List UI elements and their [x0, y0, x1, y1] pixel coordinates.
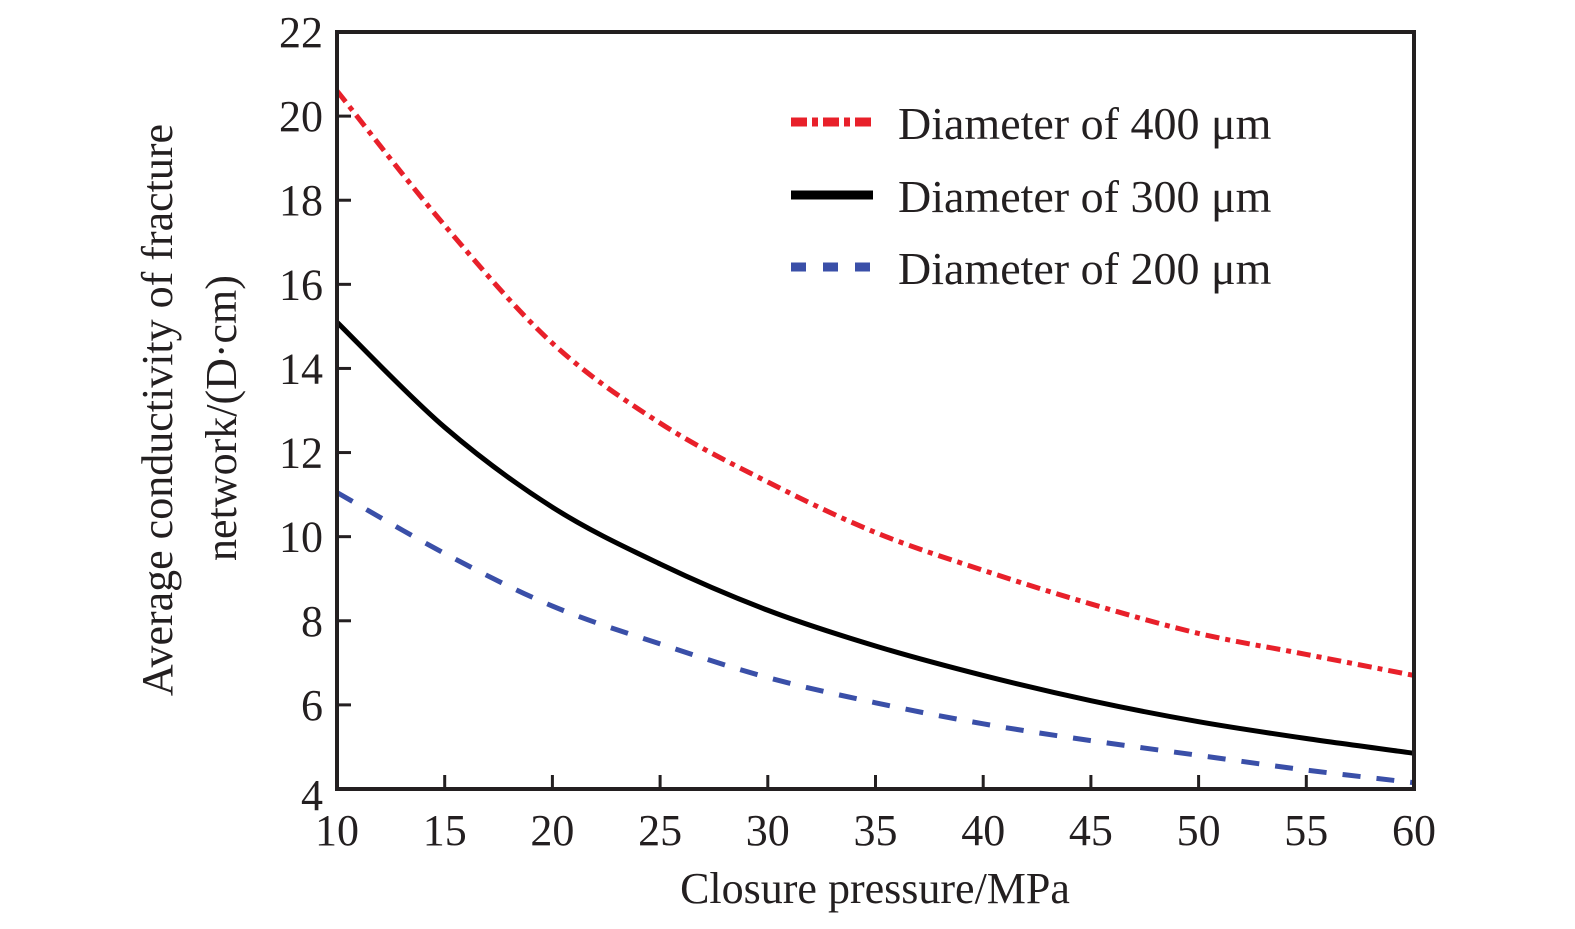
- x-tick-label: 40: [961, 806, 1005, 855]
- y-tick-label: 16: [279, 260, 323, 309]
- y-tick-label: 12: [279, 429, 323, 478]
- x-tick-label: 50: [1177, 806, 1221, 855]
- x-tick-label: 20: [530, 806, 574, 855]
- y-tick-label: 8: [301, 597, 323, 646]
- ticks-layer: 10 15 20 25 30 35 40 45 50 55 60 4 6 8 10 12 14 16 18 20 22: [279, 8, 1436, 855]
- legend-label-2: Diameter of 200 μm: [898, 243, 1272, 294]
- y-axis-title-line1: Average conductivity of fracture: [133, 124, 182, 696]
- y-tick-label: 18: [279, 176, 323, 225]
- x-axis-title: Closure pressure/MPa: [680, 864, 1070, 913]
- x-tick-label: 55: [1284, 806, 1328, 855]
- legend: Diameter of 400 μm Diameter of 300 μm Diam…: [791, 98, 1272, 294]
- legend-label-1: Diameter of 300 μm: [898, 171, 1272, 222]
- y-tick-label: 14: [279, 344, 323, 393]
- x-tick-label: 60: [1392, 806, 1436, 855]
- y-axis-title-line2: network/(D·cm): [197, 275, 246, 561]
- x-tick-label: 35: [854, 806, 898, 855]
- series-line-2: [335, 490, 1415, 786]
- x-tick-label: 15: [423, 806, 467, 855]
- x-tick-label: 30: [746, 806, 790, 855]
- y-tick-label: 4: [301, 771, 323, 820]
- series-layer: [335, 89, 1415, 786]
- y-tick-label: 20: [279, 92, 323, 141]
- legend-label-0: Diameter of 400 μm: [898, 98, 1272, 149]
- x-tick-label: 25: [638, 806, 682, 855]
- x-tick-label: 10: [315, 806, 359, 855]
- y-tick-label: 22: [279, 8, 323, 57]
- x-tick-label: 45: [1069, 806, 1113, 855]
- series-line-1: [335, 320, 1415, 756]
- y-tick-label: 10: [279, 513, 323, 562]
- y-tick-label: 6: [301, 681, 323, 730]
